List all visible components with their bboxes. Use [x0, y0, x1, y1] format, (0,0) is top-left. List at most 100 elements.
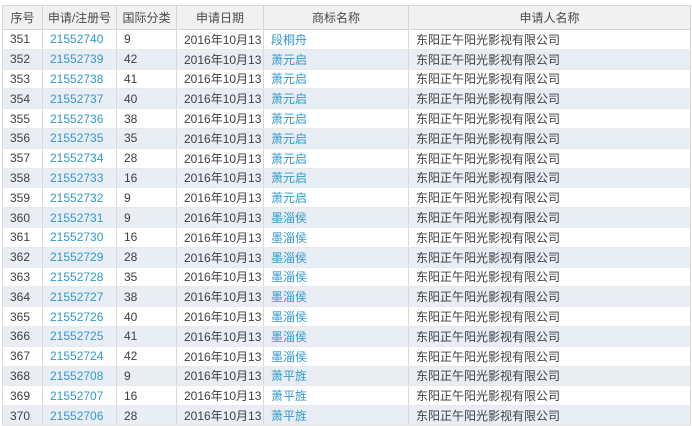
cell-applicant-name: 东阳正午阳光影视有限公司: [408, 207, 691, 228]
cell-serial-number: 365: [2, 306, 43, 327]
cell-application-date: 2016年10月13日: [176, 29, 264, 50]
trademark-name-link[interactable]: 萧元启: [271, 112, 308, 127]
cell-trademark-name: 萧元启: [263, 108, 409, 129]
registration-number-link[interactable]: 21552727: [50, 289, 104, 304]
cell-international-class: 16: [116, 226, 177, 248]
cell-application-date: 2016年10月13日: [176, 108, 264, 129]
column-header-intl_class: 国际分类: [116, 5, 177, 30]
cell-application-date: 2016年10月13日: [176, 127, 264, 149]
trademark-name-link[interactable]: 萧元启: [271, 171, 308, 186]
trademark-name-link[interactable]: 萧元启: [271, 52, 308, 67]
table-row: 353 21552738 412016年10月13日萧元启 东阳正午阳光影视有限公司: [2, 68, 691, 90]
cell-serial-number: 369: [2, 385, 43, 407]
trademark-name-link[interactable]: 墨淄侯: [271, 211, 308, 226]
trademark-results-table: 序号 申请/注册号 国际分类 申请日期 商标名称 申请人名称 351 21552740 9 20…: [2, 5, 691, 426]
registration-number-link[interactable]: 21552734: [50, 151, 104, 166]
registration-number-link[interactable]: 21552733: [50, 170, 104, 185]
registration-number-link[interactable]: 21552724: [50, 349, 104, 364]
table-row: 352 21552739 422016年10月13日萧元启 东阳正午阳光影视有限公司: [2, 48, 691, 70]
cell-applicant-name: 东阳正午阳光影视有限公司: [408, 345, 691, 367]
registration-number-link[interactable]: 21552732: [50, 190, 104, 205]
registration-number-link[interactable]: 21552735: [50, 131, 104, 146]
table-row: 354 21552737 402016年10月13日萧元启 东阳正午阳光影视有限公司: [2, 88, 691, 110]
registration-number-link[interactable]: 21552706: [50, 408, 104, 423]
cell-serial-number: 370: [2, 405, 43, 426]
cell-trademark-name: 墨淄侯: [263, 306, 409, 327]
cell-trademark-name: 段桐舟: [263, 29, 409, 50]
cell-applicant-name: 东阳正午阳光影视有限公司: [408, 48, 691, 70]
trademark-name-link[interactable]: 墨淄侯: [271, 290, 308, 305]
cell-serial-number: 355: [2, 108, 43, 129]
registration-number-link[interactable]: 21552728: [50, 269, 104, 284]
cell-applicant-name: 东阳正午阳光影视有限公司: [408, 226, 691, 248]
cell-international-class: 16: [116, 385, 177, 407]
cell-trademark-name: 墨淄侯: [263, 325, 409, 347]
cell-international-class: 35: [116, 266, 177, 288]
cell-serial-number: 364: [2, 286, 43, 308]
cell-applicant-name: 东阳正午阳光影视有限公司: [408, 266, 691, 288]
trademark-name-link[interactable]: 墨淄侯: [271, 349, 308, 364]
trademark-name-link[interactable]: 萧平旌: [271, 409, 308, 424]
cell-trademark-name: 萧元启: [263, 127, 409, 149]
trademark-name-link[interactable]: 萧元启: [271, 131, 308, 146]
registration-number-link[interactable]: 21552707: [50, 388, 104, 403]
registration-number-link[interactable]: 21552708: [50, 368, 104, 383]
trademark-name-link[interactable]: 萧元启: [271, 191, 308, 206]
cell-international-class: 9: [116, 187, 177, 209]
cell-applicant-name: 东阳正午阳光影视有限公司: [408, 405, 691, 426]
table-row: 361 21552730 162016年10月13日墨淄侯 东阳正午阳光影视有限公司: [2, 226, 691, 248]
cell-trademark-name: 萧平旌: [263, 385, 409, 407]
cell-registration-number: 21552729: [42, 246, 117, 268]
table-row: 367 21552724 422016年10月13日墨淄侯 东阳正午阳光影视有限公司: [2, 345, 691, 367]
table-row: 366 21552725 412016年10月13日墨淄侯 东阳正午阳光影视有限公司: [2, 325, 691, 347]
cell-application-date: 2016年10月13日: [176, 266, 264, 288]
trademark-name-link[interactable]: 段桐舟: [271, 32, 308, 47]
cell-serial-number: 361: [2, 226, 43, 248]
registration-number-link[interactable]: 21552730: [50, 230, 104, 245]
cell-trademark-name: 萧元启: [263, 88, 409, 110]
table-row: 368 21552708 92016年10月13日萧平旌 东阳正午阳光影视有限公司: [2, 365, 691, 387]
trademark-name-link[interactable]: 萧元启: [271, 151, 308, 166]
trademark-name-link[interactable]: 萧平旌: [271, 389, 308, 404]
trademark-name-link[interactable]: 墨淄侯: [271, 250, 308, 265]
trademark-name-link[interactable]: 墨淄侯: [271, 310, 308, 325]
cell-application-date: 2016年10月13日: [176, 147, 264, 169]
trademark-name-link[interactable]: 萧元启: [271, 92, 308, 107]
trademark-name-link[interactable]: 墨淄侯: [271, 270, 308, 285]
registration-number-link[interactable]: 21552736: [50, 111, 104, 126]
cell-serial-number: 366: [2, 325, 43, 347]
registration-number-link[interactable]: 21552726: [50, 309, 104, 324]
cell-serial-number: 354: [2, 88, 43, 110]
cell-trademark-name: 萧元启: [263, 48, 409, 70]
cell-trademark-name: 墨淄侯: [263, 345, 409, 367]
cell-serial-number: 357: [2, 147, 43, 169]
table-row: 358 21552733 162016年10月13日萧元启 东阳正午阳光影视有限公司: [2, 167, 691, 189]
trademark-name-link[interactable]: 萧元启: [271, 72, 308, 87]
trademark-name-link[interactable]: 墨淄侯: [271, 230, 308, 245]
cell-application-date: 2016年10月13日: [176, 226, 264, 248]
column-header-applicant: 申请人名称: [408, 5, 691, 30]
cell-trademark-name: 墨淄侯: [263, 286, 409, 308]
trademark-name-link[interactable]: 萧平旌: [271, 369, 308, 384]
registration-number-link[interactable]: 21552739: [50, 52, 104, 67]
cell-registration-number: 21552736: [42, 108, 117, 129]
registration-number-link[interactable]: 21552740: [50, 32, 104, 47]
registration-number-link[interactable]: 21552725: [50, 329, 104, 344]
cell-trademark-name: 萧元启: [263, 187, 409, 209]
column-header-reg_no: 申请/注册号: [42, 5, 117, 30]
cell-application-date: 2016年10月13日: [176, 345, 264, 367]
registration-number-link[interactable]: 21552731: [50, 210, 104, 225]
cell-serial-number: 353: [2, 68, 43, 90]
table-row: 369 21552707 162016年10月13日萧平旌 东阳正午阳光影视有限公司: [2, 385, 691, 407]
registration-number-link[interactable]: 21552729: [50, 250, 104, 265]
cell-international-class: 41: [116, 68, 177, 90]
table-row: 357 21552734 282016年10月13日萧元启 东阳正午阳光影视有限公司: [2, 147, 691, 169]
cell-serial-number: 360: [2, 207, 43, 228]
cell-applicant-name: 东阳正午阳光影视有限公司: [408, 286, 691, 308]
trademark-name-link[interactable]: 墨淄侯: [271, 329, 308, 344]
cell-international-class: 28: [116, 147, 177, 169]
registration-number-link[interactable]: 21552738: [50, 71, 104, 86]
registration-number-link[interactable]: 21552737: [50, 91, 104, 106]
cell-registration-number: 21552739: [42, 48, 117, 70]
cell-application-date: 2016年10月13日: [176, 48, 264, 70]
